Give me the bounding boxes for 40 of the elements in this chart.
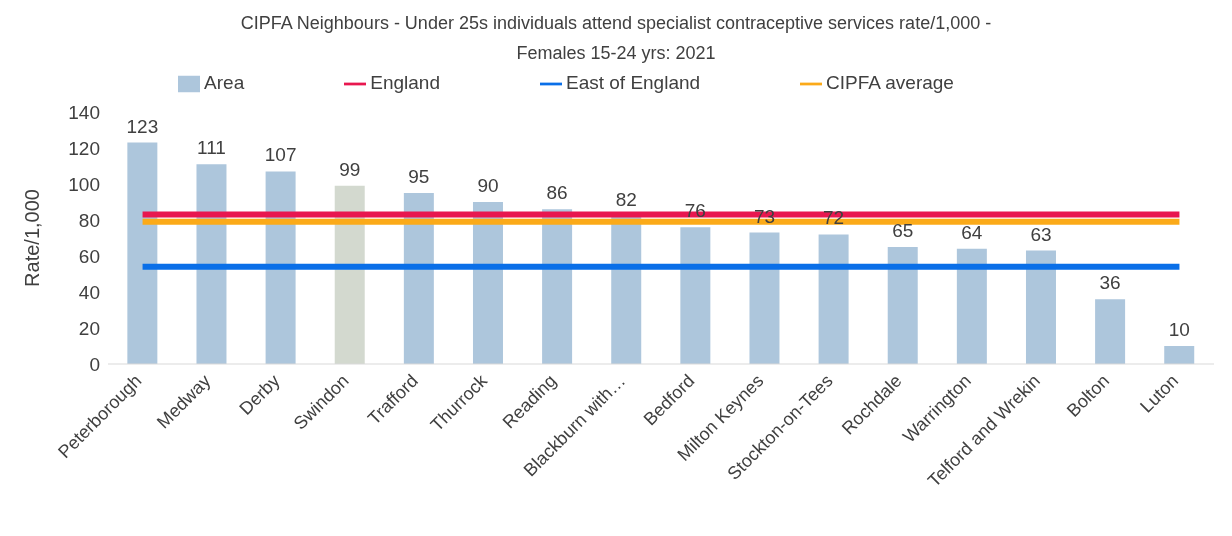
legend-label: England [370,72,440,93]
data-label: 10 [1168,319,1190,340]
data-label: 99 [339,158,361,180]
y-axis-title: Rate/1,000 [21,189,44,287]
data-label: 90 [477,175,499,196]
legend-label: CIPFA average [826,72,954,93]
data-label: 123 [126,115,159,137]
bar [1095,299,1126,364]
y-tick-label: 100 [68,173,100,195]
bar [680,227,711,364]
y-tick-label: 140 [68,101,100,123]
chart-title: CIPFA Neighbours - Under 25s individuals attend specialist contraceptive services rate/1,000 - Females 15-24 yrs: 2021 [239,12,993,65]
bar [1164,346,1195,364]
data-label: 86 [546,182,568,204]
legend-label: Area [204,72,245,93]
bar [127,142,158,364]
data-label: 72 [823,207,845,229]
data-label: 107 [264,144,297,166]
legend-label: East of England [565,72,701,93]
y-tick-label: 80 [78,209,100,231]
bar [887,247,918,364]
bar [611,216,642,364]
y-tick-label: 120 [68,137,100,159]
data-label: 95 [408,166,430,187]
bar [818,234,849,364]
y-tick-label: 40 [78,281,100,303]
bar [265,171,296,364]
bar [956,248,987,364]
data-label: 36 [1099,272,1121,294]
y-tick-label: 60 [78,245,100,267]
bar [749,232,780,364]
data-label: 63 [1030,223,1052,245]
data-label: 82 [615,189,637,211]
data-label: 111 [197,137,226,159]
bar [196,164,227,364]
y-tick-label: 20 [78,317,100,339]
y-tick-label: 0 [89,353,100,375]
data-label: 64 [961,221,983,243]
bar [1025,250,1056,364]
data-label: 65 [892,220,914,241]
